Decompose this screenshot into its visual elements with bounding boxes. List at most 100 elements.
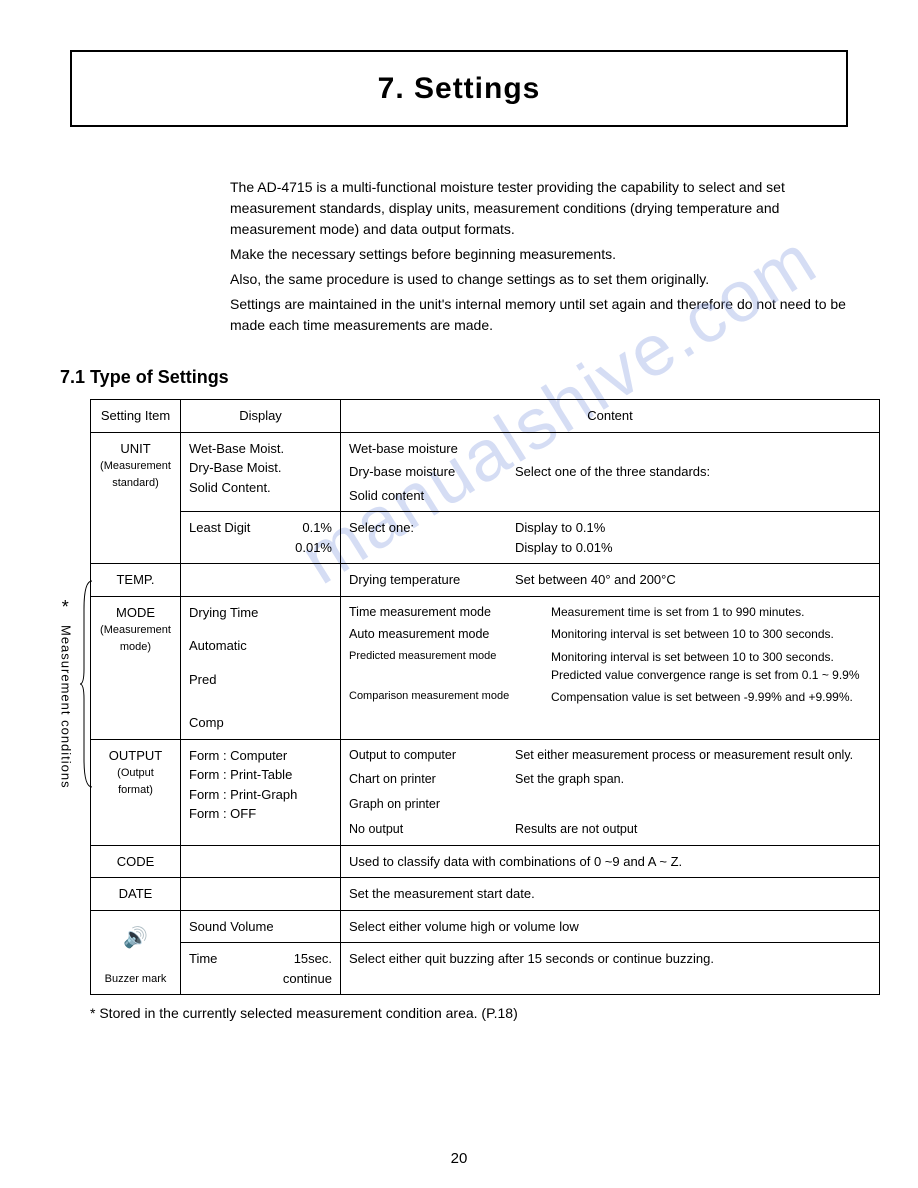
- cell-buzzer-display: Time 15sec. continue: [181, 943, 341, 995]
- output-r3: Results are not output: [515, 820, 871, 839]
- least-opt1: 0.1%: [295, 518, 332, 538]
- temp-cval: Set between 40° and 200°C: [515, 570, 871, 590]
- row-output: OUTPUT (Output format) Form : Computer F…: [91, 739, 880, 845]
- mode-c2l: Auto measurement mode: [349, 625, 539, 644]
- intro-p4: Settings are maintained in the unit's in…: [230, 294, 848, 336]
- cell-sound-item: 🔊 Buzzer mark: [91, 910, 181, 995]
- mode-c2r: Monitoring interval is set between 10 to…: [551, 625, 871, 644]
- least-opt2: 0.01%: [295, 538, 332, 558]
- cell-unit-content: Wet-base moisture Dry-base moisture Sele…: [341, 432, 880, 512]
- cell-buzzer-content: Select either quit buzzing after 15 seco…: [341, 943, 880, 995]
- output-d1: Form : Computer: [189, 746, 332, 766]
- cell-code-display: [181, 845, 341, 878]
- row-buzzer: Time 15sec. continue Select either quit …: [91, 943, 880, 995]
- row-temp: TEMP. Drying temperature Set between 40°…: [91, 564, 880, 597]
- mode-c1r: Measurement time is set from 1 to 990 mi…: [551, 603, 871, 622]
- output-d3: Form : Print-Graph: [189, 785, 332, 805]
- unit-sub-text: Measurement standard: [104, 460, 171, 489]
- row-date: DATE Set the measurement start date.: [91, 878, 880, 911]
- intro-p2: Make the necessary settings before begin…: [230, 244, 848, 265]
- mode-sub-text: Measurement mode: [104, 624, 171, 653]
- cell-date-item: DATE: [91, 878, 181, 911]
- output-c3: Graph on printer: [349, 795, 499, 814]
- intro-p3: Also, the same procedure is used to chan…: [230, 269, 848, 290]
- least-label: Least Digit: [189, 518, 250, 557]
- side-star: *: [62, 594, 70, 621]
- cell-unit-display: Wet-Base Moist. Dry-Base Moist. Solid Co…: [181, 432, 341, 512]
- least-clabel: Select one:: [349, 518, 499, 557]
- row-least-digit: Least Digit 0.1% 0.01% Select one: Displ…: [91, 512, 880, 564]
- page-number: 20: [0, 1148, 918, 1171]
- cell-code-content: Used to classify data with combinations …: [341, 845, 880, 878]
- mode-c4l: Comparison measurement mode: [349, 688, 539, 706]
- unit-c3: Solid content: [349, 486, 499, 506]
- unit-disp3: Solid Content.: [189, 478, 332, 498]
- mode-c3l: Predicted measurement mode: [349, 648, 539, 684]
- section-heading: 7.1 Type of Settings: [60, 364, 858, 391]
- table-header-row: Setting Item Display Content: [91, 400, 880, 433]
- mode-name: MODE: [99, 603, 172, 623]
- cell-least-content: Select one: Display to 0.1% Display to 0…: [341, 512, 880, 564]
- mode-d4: Comp: [189, 713, 332, 733]
- settings-table: Setting Item Display Content UNIT (Measu…: [90, 399, 880, 995]
- row-sound: 🔊 Buzzer mark Sound Volume Select either…: [91, 910, 880, 943]
- output-sub: (Output format): [99, 765, 172, 798]
- cell-output-item: OUTPUT (Output format): [91, 739, 181, 845]
- cell-unit-item: UNIT (Measurement standard): [91, 432, 181, 564]
- mode-d3: Pred: [189, 670, 332, 690]
- mode-c4r: Compensation value is set between -9.99%…: [551, 688, 871, 706]
- side-label: * Measurement conditions: [56, 594, 76, 789]
- intro-text: The AD-4715 is a multi-functional moistu…: [230, 177, 848, 336]
- mode-sub: (Measurement mode): [99, 622, 172, 655]
- intro-p1: The AD-4715 is a multi-functional moistu…: [230, 177, 848, 240]
- unit-disp1: Wet-Base Moist.: [189, 439, 332, 459]
- cell-temp-content: Drying temperature Set between 40° and 2…: [341, 564, 880, 597]
- output-r1: Set either measurement process or measur…: [515, 746, 871, 765]
- table-wrap: * Measurement conditions Setting Item Di…: [90, 399, 858, 995]
- cell-output-display: Form : Computer Form : Print-Table Form …: [181, 739, 341, 845]
- header-content: Content: [341, 400, 880, 433]
- unit-c2: Dry-base moisture: [349, 462, 499, 482]
- output-c2: Chart on printer: [349, 770, 499, 789]
- buzzer-opt2: continue: [283, 969, 332, 989]
- row-mode: MODE (Measurement mode) Drying Time Auto…: [91, 596, 880, 739]
- chapter-title: 7. Settings: [378, 72, 541, 105]
- buzzer-name: Buzzer mark: [99, 971, 172, 988]
- unit-cnote: Select one of the three standards:: [515, 462, 871, 482]
- chapter-title-box: 7. Settings: [70, 50, 848, 127]
- cell-mode-item: MODE (Measurement mode): [91, 596, 181, 739]
- mode-d2: Automatic: [189, 636, 332, 656]
- page: manualshive.com 7. Settings The AD-4715 …: [0, 0, 918, 1188]
- speaker-icon: 🔊: [123, 923, 148, 953]
- brace-icon: [80, 579, 94, 789]
- unit-sub: (Measurement standard): [99, 458, 172, 491]
- row-unit: UNIT (Measurement standard) Wet-Base Moi…: [91, 432, 880, 512]
- unit-name: UNIT: [99, 439, 172, 459]
- output-c1: Output to computer: [349, 746, 499, 765]
- cell-temp-display: [181, 564, 341, 597]
- output-c4: No output: [349, 820, 499, 839]
- cell-date-display: [181, 878, 341, 911]
- output-r2: Set the graph span.: [515, 770, 871, 789]
- least-c1: Display to 0.1%: [515, 518, 871, 538]
- output-d2: Form : Print-Table: [189, 765, 332, 785]
- least-c2: Display to 0.01%: [515, 538, 871, 558]
- cell-sound-display: Sound Volume: [181, 910, 341, 943]
- output-name: OUTPUT: [99, 746, 172, 766]
- row-code: CODE Used to classify data with combinat…: [91, 845, 880, 878]
- cell-date-content: Set the measurement start date.: [341, 878, 880, 911]
- mode-d1: Drying Time: [189, 603, 332, 623]
- unit-disp2: Dry-Base Moist.: [189, 458, 332, 478]
- cell-least-display: Least Digit 0.1% 0.01%: [181, 512, 341, 564]
- header-item: Setting Item: [91, 400, 181, 433]
- side-label-text: Measurement conditions: [56, 625, 76, 789]
- cell-mode-content: Time measurement mode Measurement time i…: [341, 596, 880, 739]
- mode-c1l: Time measurement mode: [349, 603, 539, 622]
- header-display: Display: [181, 400, 341, 433]
- temp-clabel: Drying temperature: [349, 570, 499, 590]
- footnote: * Stored in the currently selected measu…: [90, 1003, 858, 1024]
- cell-code-item: CODE: [91, 845, 181, 878]
- unit-c1: Wet-base moisture: [349, 439, 499, 459]
- buzzer-opt1: 15sec.: [283, 949, 332, 969]
- cell-temp-item: TEMP.: [91, 564, 181, 597]
